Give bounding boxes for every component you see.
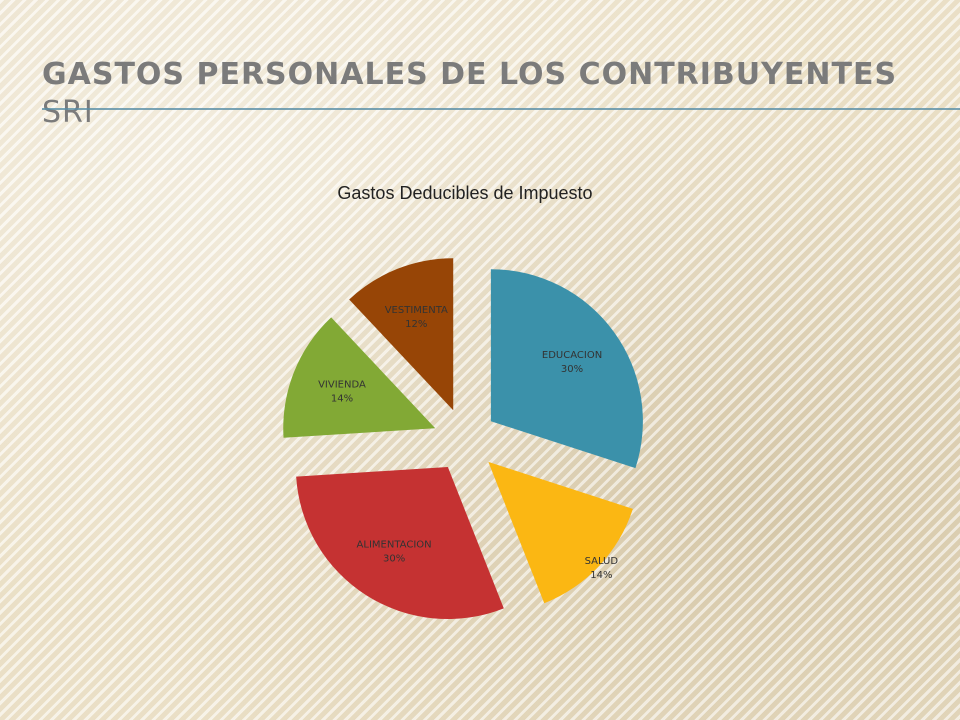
pie-slice-vivienda: [283, 317, 436, 438]
slice-value-alimentacion: 30%: [383, 554, 405, 565]
slice-value-educacion: 30%: [561, 364, 583, 375]
chart-title: Gastos Deducibles de Impuesto: [337, 183, 593, 203]
slice-label-salud: SALUD: [585, 556, 619, 567]
pie-slice-alimentacion: [296, 467, 504, 620]
slide-title: GASTOS PERSONALES DE LOS CONTRIBUYENTES …: [42, 56, 897, 132]
title-divider: [42, 108, 960, 110]
slice-value-vestimenta: 12%: [405, 319, 427, 330]
pie-slice-vestimenta: [349, 258, 454, 411]
slice-value-salud: 14%: [590, 570, 612, 581]
slide-title-line2: SRI: [42, 95, 94, 130]
slice-label-alimentacion: ALIMENTACION: [357, 540, 432, 551]
slice-label-educacion: EDUCACION: [542, 350, 602, 361]
slide-title-line1: GASTOS PERSONALES DE LOS CONTRIBUYENTES: [42, 57, 898, 92]
pie-slice-salud: [488, 461, 633, 604]
slice-value-vivienda: 14%: [331, 393, 353, 404]
slice-label-vestimenta: VESTIMENTA: [385, 305, 448, 316]
slice-label-vivienda: VIVIENDA: [318, 379, 366, 390]
pie-slice-educacion: [490, 269, 643, 469]
